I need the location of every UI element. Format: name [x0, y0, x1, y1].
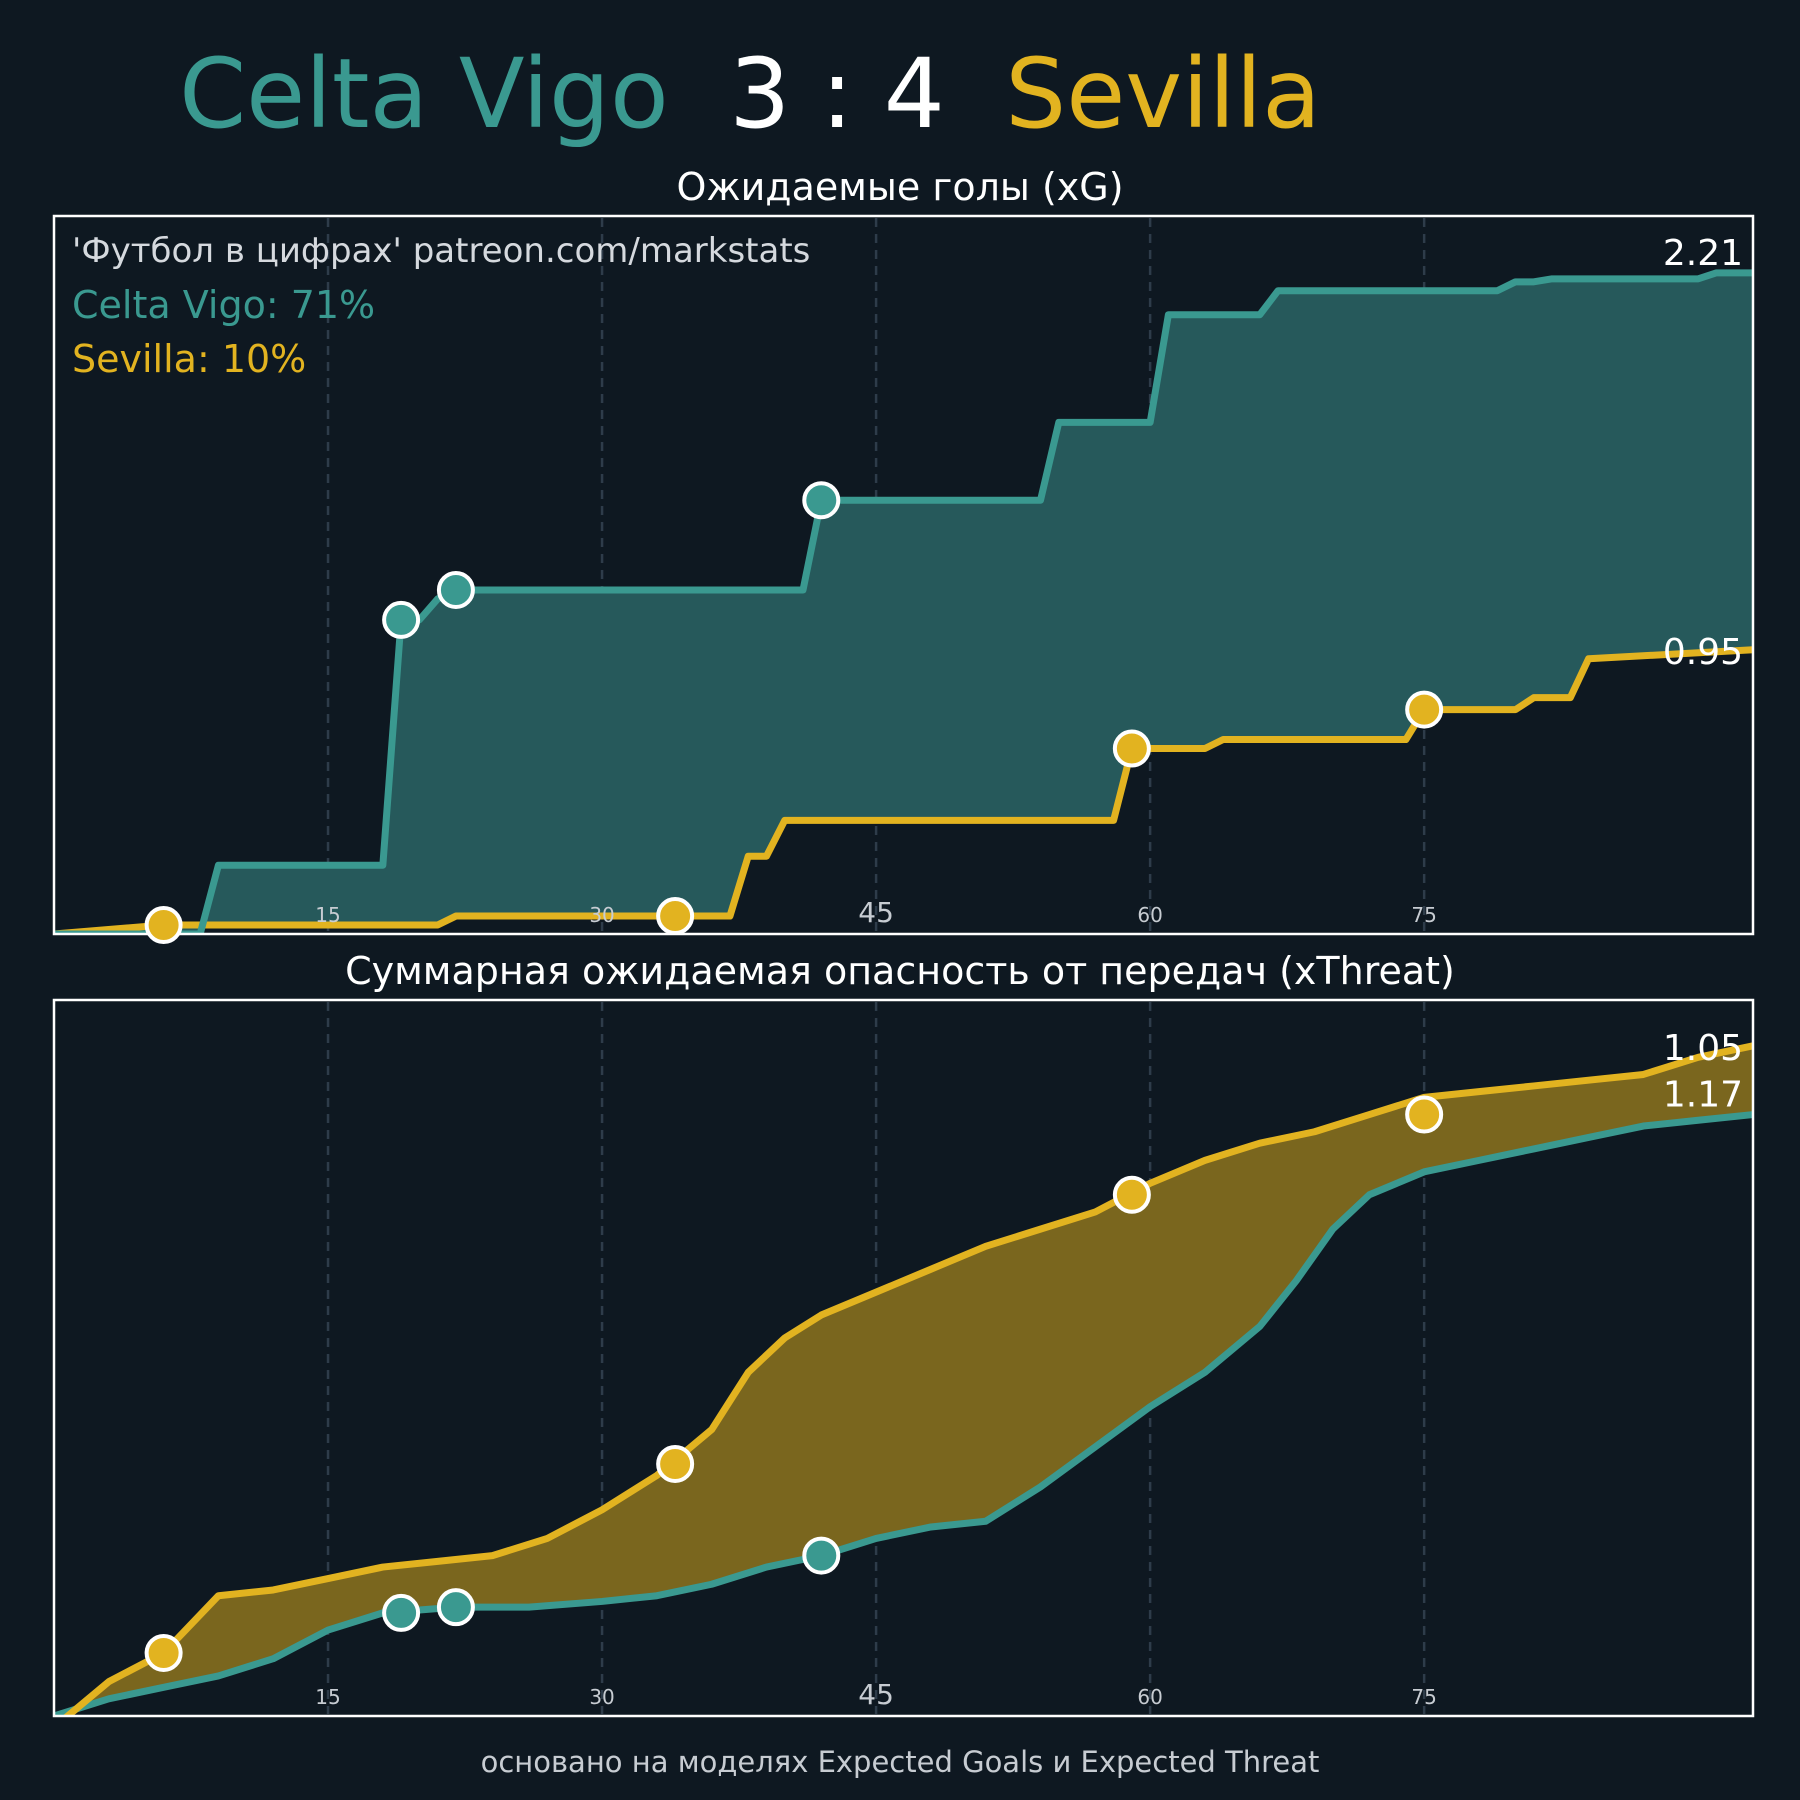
xg-chart: 15 30 45 60 75 2.21 0.95 — [52, 214, 1755, 945]
away-team-name: Sevilla — [1005, 38, 1321, 150]
plot-frame — [52, 998, 1755, 1718]
goal-marker-celta-vigo — [382, 1593, 421, 1632]
goal-marker-celta-vigo — [436, 1588, 475, 1627]
goal-marker-celta-vigo — [382, 600, 421, 639]
home-team-name: Celta Vigo — [179, 38, 669, 150]
x-tick-label-60: 60 — [1137, 903, 1162, 927]
xg-chart-title: Ожидаемые голы (xG) — [676, 165, 1123, 209]
end-value-label-0: 2.21 — [1663, 233, 1743, 274]
end-value-label-1: 0.95 — [1663, 632, 1743, 673]
plot-area — [53, 269, 1754, 934]
goal-marker-sevilla — [656, 897, 695, 936]
xthreat-chart: 15 30 45 60 75 1.17 1.05 — [52, 998, 1755, 1718]
goal-marker-sevilla — [1405, 1095, 1444, 1134]
celta-vigo-line — [52, 1111, 1754, 1716]
goal-marker-sevilla — [656, 1444, 695, 1483]
goal-marker-celta-vigo — [802, 1536, 841, 1575]
goal-marker-sevilla — [1112, 1175, 1151, 1214]
score-header: Celta Vigo 3 : 4 Sevilla — [179, 38, 1321, 150]
goal-marker-celta-vigo — [436, 570, 475, 609]
goal-marker-celta-vigo — [802, 481, 841, 520]
x-tick-label-30: 30 — [589, 903, 614, 927]
x-tick-label-75: 75 — [1411, 1685, 1436, 1709]
x-tick-label-45: 45 — [858, 896, 894, 929]
end-value-label-0: 1.17 — [1663, 1075, 1743, 1116]
goal-marker-sevilla — [144, 1633, 183, 1672]
x-tick-label-30: 30 — [589, 1685, 614, 1709]
footer-note: основано на моделях Expected Goals и Exp… — [481, 1745, 1320, 1779]
celta-vigo-line — [54, 269, 1753, 934]
home-win-probability: Celta Vigo: 71% — [72, 283, 375, 327]
plot-frame — [52, 214, 1755, 936]
x-tick-label-15: 15 — [315, 903, 340, 927]
x-tick-label-15: 15 — [315, 1685, 340, 1709]
x-tick-label-75: 75 — [1411, 903, 1436, 927]
score: 3 : 4 — [729, 38, 945, 150]
plot-area — [52, 1042, 1754, 1716]
goal-marker-sevilla — [144, 906, 183, 945]
x-tick-label-60: 60 — [1137, 1685, 1162, 1709]
sevilla-line — [62, 1042, 1754, 1716]
sevilla-line — [53, 646, 1754, 934]
area-between-series — [54, 272, 1753, 934]
end-value-label-1: 1.05 — [1663, 1028, 1743, 1069]
goal-marker-sevilla — [1405, 690, 1444, 729]
area-between-series — [54, 1045, 1753, 1716]
xthreat-chart-title: Суммарная ожидаемая опасность от передач… — [345, 949, 1455, 993]
x-tick-label-45: 45 — [858, 1678, 894, 1711]
away-win-probability: Sevilla: 10% — [72, 337, 306, 381]
goal-marker-sevilla — [1112, 729, 1151, 768]
source-credit: 'Футбол в цифрах' patreon.com/markstats — [72, 231, 810, 271]
